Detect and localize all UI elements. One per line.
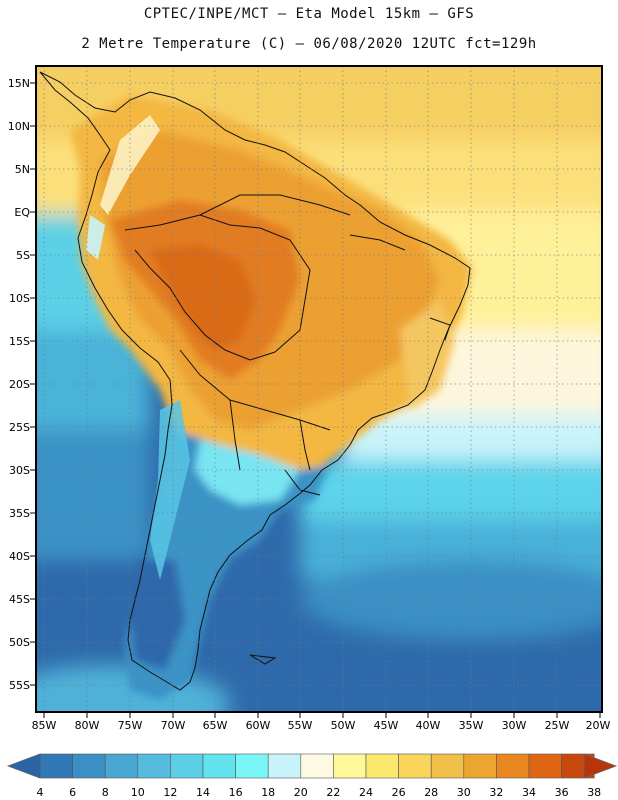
lat-label: 40S: [9, 550, 30, 563]
colorbar-swatch: [300, 753, 334, 779]
colorbar-label: 4: [37, 786, 44, 799]
lat-label: 35S: [9, 507, 30, 520]
lon-label: 65W: [203, 719, 228, 732]
colorbar-label: 12: [163, 786, 177, 799]
colorbar-swatch: [430, 753, 465, 779]
lon-label: 35W: [459, 719, 484, 732]
colorbar-swatch: [496, 753, 530, 779]
latitude-labels: 15N 10N 5N EQ 5S 10S 15S 20S 25S 30S 35S…: [8, 77, 31, 692]
lon-label: 25W: [545, 719, 570, 732]
colorbar-swatch: [202, 753, 236, 779]
lat-label: EQ: [14, 206, 30, 219]
lat-label: 5S: [16, 249, 30, 262]
lat-label: 50S: [9, 636, 30, 649]
lon-label: 30W: [502, 719, 527, 732]
colorbar-swatch: [104, 753, 139, 779]
colorbar-swatch: [333, 753, 367, 779]
colorbar-swatch: [170, 753, 204, 779]
lat-label: 25S: [9, 421, 30, 434]
colorbar-swatch: [463, 753, 497, 779]
colorbar-label: 32: [489, 786, 503, 799]
lat-label: 45S: [9, 593, 30, 606]
lon-label: 80W: [75, 719, 100, 732]
colorbar-label: 16: [229, 786, 243, 799]
colorbar-left-arrow: [6, 753, 41, 779]
colorbar-right-arrow: [583, 753, 618, 779]
lon-label: 45W: [374, 719, 399, 732]
colorbar-label: 18: [261, 786, 275, 799]
lat-label: 55S: [9, 679, 30, 692]
colorbar-label: 20: [294, 786, 308, 799]
colorbar-swatch: [528, 753, 562, 779]
title-line-1: CPTEC/INPE/MCT – Eta Model 15km – GFS: [143, 6, 475, 22]
colorbar-label: 26: [392, 786, 406, 799]
lon-label: 50W: [331, 719, 356, 732]
lon-label: 85W: [32, 719, 57, 732]
colorbar-swatch: [39, 753, 73, 779]
lon-label: 60W: [246, 719, 271, 732]
map-frame: [35, 65, 603, 713]
lon-label: 75W: [118, 719, 143, 732]
colorbar-label: 8: [102, 786, 109, 799]
colorbar-swatch: [235, 753, 269, 779]
lon-label: 55W: [288, 719, 313, 732]
lat-label: 10N: [8, 120, 30, 133]
colorbar-swatch: [398, 753, 432, 779]
lat-label: 15S: [9, 335, 30, 348]
colorbar-label: 28: [424, 786, 438, 799]
lon-label: 70W: [161, 719, 186, 732]
temperature-field: [36, 66, 602, 712]
colorbar-label: 10: [131, 786, 145, 799]
colorbar: 4 6 8 10 12 14 16 18 20 22 24 26 28 30 32 34 36 38: [6, 753, 618, 799]
colorbar-swatch: [137, 753, 171, 779]
lat-label: 20S: [9, 378, 30, 391]
lat-label: 15N: [8, 77, 30, 90]
colorbar-label: 34: [522, 786, 536, 799]
lat-label: 30S: [9, 464, 30, 477]
colorbar-swatch: [267, 753, 302, 779]
title-line-2: 2 Metre Temperature (C) – 06/08/2020 12U…: [81, 36, 537, 52]
colorbar-swatch: [72, 753, 106, 779]
axis-ticks: [30, 82, 601, 718]
lat-label: 10S: [9, 292, 30, 305]
colorbar-label: 36: [555, 786, 569, 799]
colorbar-label: 14: [196, 786, 210, 799]
colorbar-label: 30: [457, 786, 471, 799]
colorbar-swatch: [365, 753, 399, 779]
longitude-labels: 85W 80W 75W 70W 65W 60W 55W 50W 45W 40W …: [32, 719, 611, 732]
colorbar-label: 6: [69, 786, 76, 799]
colorbar-label: 22: [326, 786, 340, 799]
colorbar-label: 38: [587, 786, 601, 799]
lon-label: 40W: [416, 719, 441, 732]
lat-label: 5N: [15, 163, 30, 176]
lon-label: 20W: [586, 719, 611, 732]
colorbar-label: 24: [359, 786, 373, 799]
